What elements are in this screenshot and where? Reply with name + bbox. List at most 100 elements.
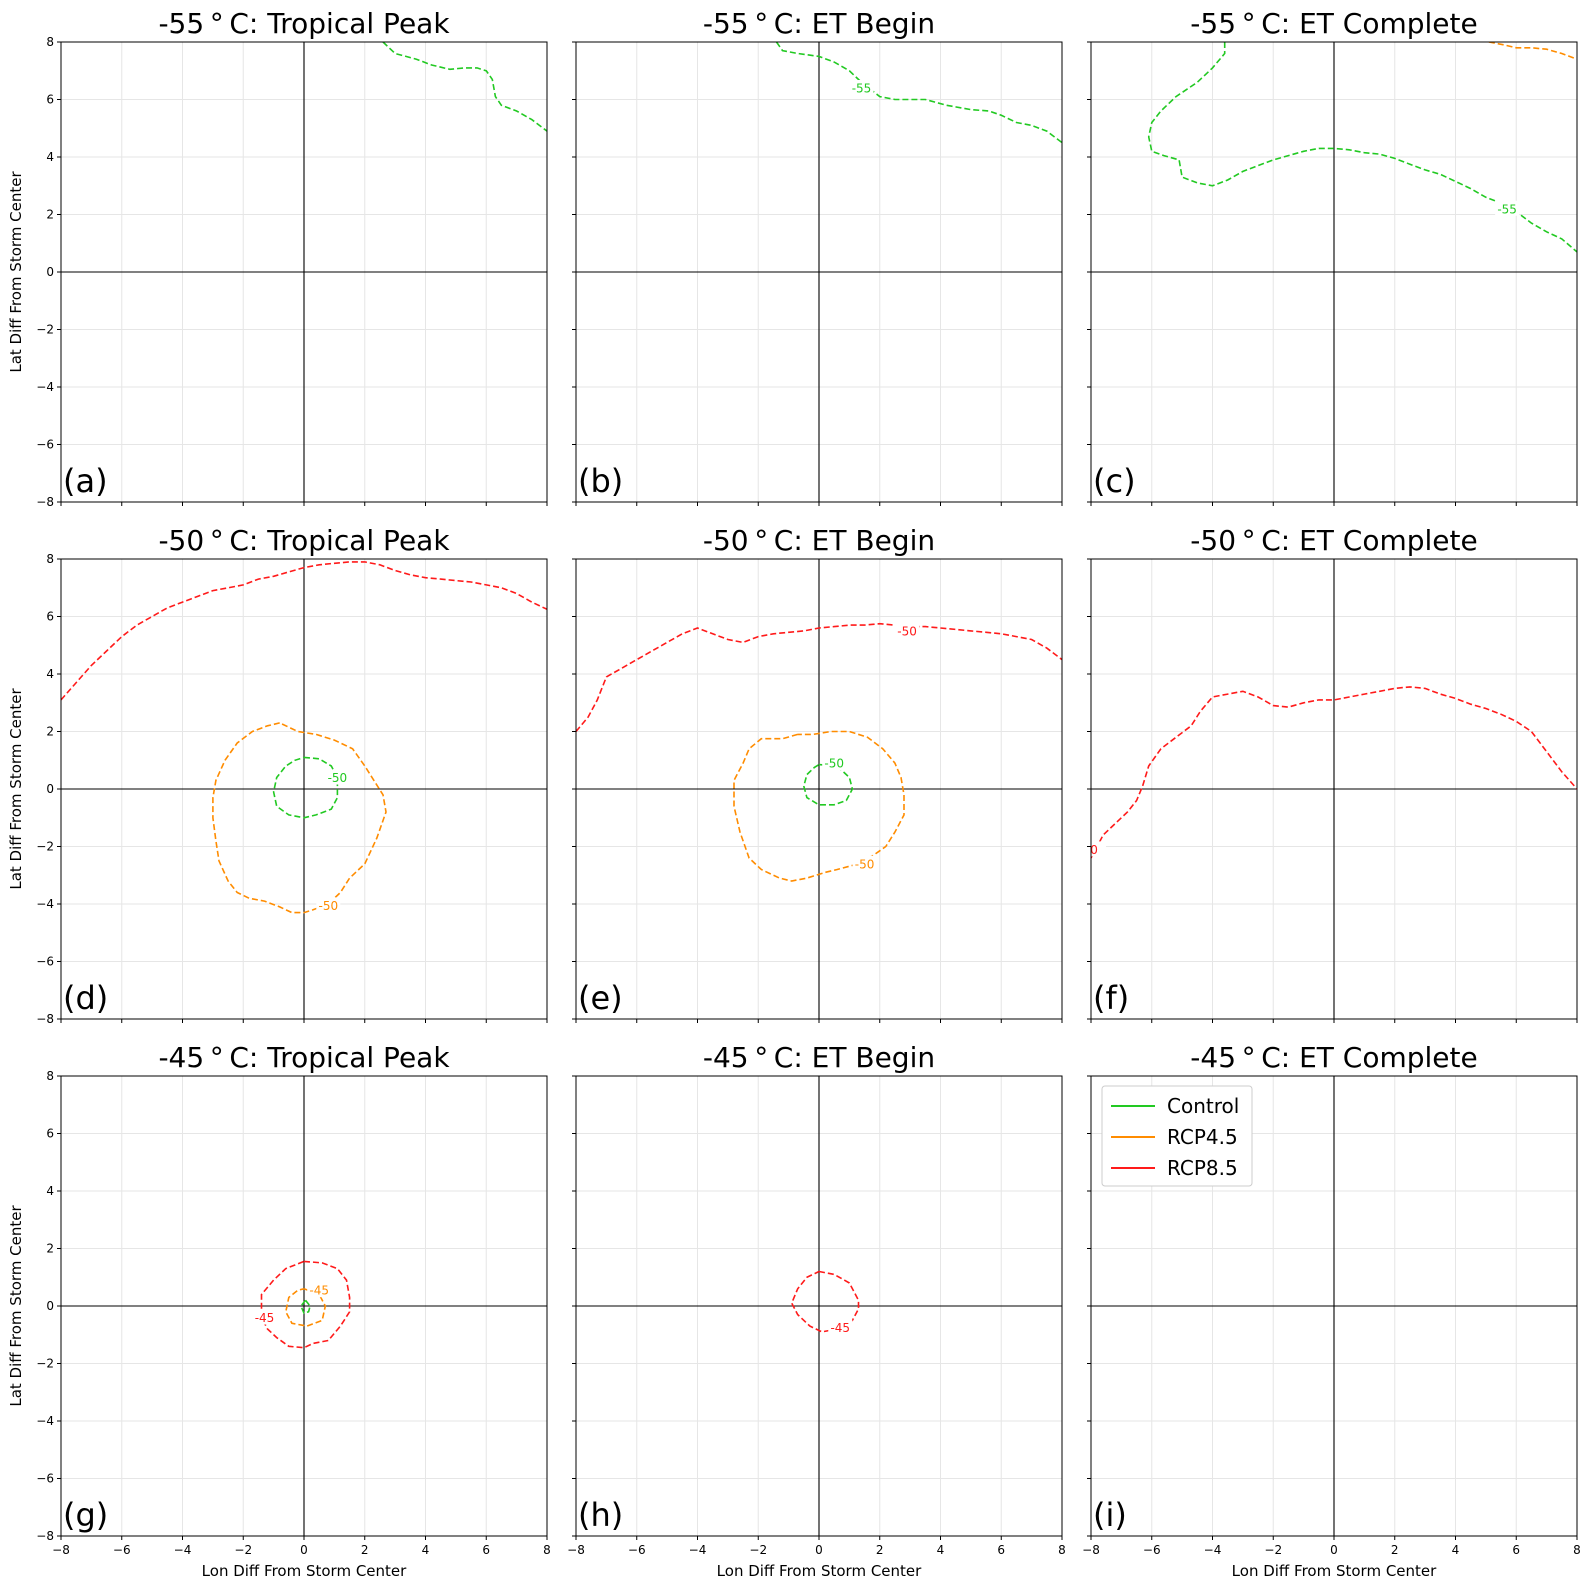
panel-letter: (e): [578, 979, 623, 1017]
x-tick-label: −4: [1204, 1543, 1222, 1557]
contour-control-m55: [1147, 42, 1577, 253]
legend-box: [1101, 1085, 1253, 1187]
y-tick-label: −4: [36, 1414, 54, 1428]
contour-rcp45-m50: [733, 730, 905, 882]
y-tick-label: −6: [36, 955, 54, 969]
y-tick-label: 4: [46, 150, 54, 164]
y-tick-label: 6: [46, 610, 54, 624]
contour-layer: [382, 42, 547, 132]
panel-letter: (g): [63, 1496, 108, 1534]
contour-label-bg: [895, 622, 920, 638]
x-tick-label: −2: [1264, 1543, 1282, 1557]
contour-layer: -45: [790, 1270, 860, 1335]
panel-a: 8 6 4 2 0 −2 −4 −6 −8 -55 ° C: Tropical Peak (a) La…: [7, 7, 548, 509]
y-tick-label: −8: [36, 1012, 54, 1026]
contour-label-bg: [849, 80, 874, 95]
panel-i: −8 −6 −4 −2 0 2 4 6 8 -45 ° C: ET Complete (i) Lon …: [1082, 1041, 1581, 1580]
x-tick-label: 8: [1573, 1543, 1581, 1557]
panel-g: -45 -45 −8 8 −6 6 −4 4 −2 2 0 0 2 −2 4 −4 6 −6 8 −8 -45 ° C:…: [7, 1041, 551, 1580]
y-tick-label: 0: [46, 782, 54, 796]
contour-control-m45: [300, 1299, 311, 1315]
contour-layer: -50 -50: [61, 561, 547, 914]
panel-title: -45 ° C: ET Begin: [703, 1041, 935, 1074]
x-tick-label: 4: [422, 1543, 430, 1557]
panel-letter: (h): [578, 1496, 623, 1534]
panel-d: -50 -50 8 6 4 2 0 −2 −4 −6 −8 -50 ° C: Tropical Pea…: [7, 524, 548, 1026]
x-tick-label: −4: [689, 1543, 707, 1557]
x-tick-label: 6: [997, 1543, 1005, 1557]
x-tick-label: 6: [482, 1543, 490, 1557]
x-tick-label: −8: [567, 1543, 585, 1557]
x-tick-label: 8: [543, 1543, 551, 1557]
contour-layer: -50 -50 -50: [576, 622, 1062, 882]
contour-label: -50: [824, 757, 844, 771]
contour-label: -50: [318, 899, 338, 913]
panel-letter: (i): [1093, 1496, 1127, 1534]
x-tick-label: −6: [1143, 1543, 1161, 1557]
x-axis-label: Lon Diff From Storm Center: [202, 1562, 407, 1580]
x-tick-label: 2: [361, 1543, 369, 1557]
contour-label: -55: [852, 82, 872, 96]
y-axis-label: Lat Diff From Storm Center: [7, 688, 25, 890]
y-tick-label: −6: [36, 438, 54, 452]
y-tick-label: 4: [46, 667, 54, 681]
panel-letter: (b): [578, 462, 623, 500]
contour-label: -45: [255, 1311, 275, 1325]
y-tick-label: −2: [36, 1357, 54, 1371]
x-tick-label: 0: [1330, 1543, 1338, 1557]
panel-h: -45 −8 −6 −4 −2 0 2 4 6 8 -45 ° C: ET Begin (h) Lon …: [567, 1041, 1066, 1580]
panel-title: -45 ° C: Tropical Peak: [158, 1041, 450, 1074]
contour-label-bg: [1091, 841, 1107, 857]
contour-label: -50: [328, 771, 348, 785]
y-tick-label: 8: [46, 552, 54, 566]
panel-c: -55 -55 ° C: ET Complete (c): [1087, 7, 1578, 506]
x-tick-label: −8: [1082, 1543, 1100, 1557]
panel-title: -50 ° C: ET Complete: [1190, 524, 1477, 557]
y-tick-label: −8: [36, 1529, 54, 1543]
x-tick-label: 0: [300, 1543, 308, 1557]
contour-control-m55: [775, 42, 1062, 144]
contour-layer: -55: [775, 42, 1062, 144]
contour-label-bg: [307, 1282, 332, 1298]
y-tick-label: −2: [36, 323, 54, 337]
x-tick-label: −4: [174, 1543, 192, 1557]
panel-title: -55 ° C: ET Complete: [1190, 7, 1477, 40]
y-tick-label: 6: [46, 93, 54, 107]
y-axis-label: Lat Diff From Storm Center: [7, 1205, 25, 1407]
y-tick-label: −6: [36, 1472, 54, 1486]
x-tick-label: −8: [52, 1543, 70, 1557]
contour-rcp85-m50: [576, 622, 1062, 733]
contour-rcp45-m55: [1488, 42, 1577, 60]
contour-label-bg: [852, 855, 877, 871]
contour-label-bg: [316, 897, 341, 913]
contour-label-bg: [822, 755, 847, 771]
y-tick-label: 8: [46, 1069, 54, 1083]
contour-control-m55: [382, 42, 547, 132]
legend-label: Control: [1167, 1094, 1239, 1118]
y-tick-label: −4: [36, 380, 54, 394]
contour-label: -50: [855, 857, 875, 871]
contour-control-m50: [802, 763, 854, 806]
contour-layer: -45 -45: [252, 1260, 351, 1349]
y-tick-label: 8: [46, 35, 54, 49]
contour-label: -50: [897, 624, 917, 638]
panel-letter: (a): [63, 462, 108, 500]
contour-label: 0: [1090, 843, 1098, 857]
y-tick-label: 2: [46, 208, 54, 222]
y-tick-label: 2: [46, 1242, 54, 1256]
y-tick-label: −2: [36, 840, 54, 854]
panel-title: -50 ° C: ET Begin: [703, 524, 935, 557]
y-tick-label: −8: [36, 495, 54, 509]
contour-label-bg: [252, 1309, 277, 1325]
contour-label-bg: [1495, 200, 1520, 216]
panel-title: -55 ° C: Tropical Peak: [158, 7, 450, 40]
contour-control-m50: [272, 756, 339, 819]
x-tick-label: 8: [1058, 1543, 1066, 1557]
y-tick-label: 4: [46, 1184, 54, 1198]
x-tick-label: −6: [113, 1543, 131, 1557]
contour-label-bg: [325, 769, 350, 785]
y-axis-label: Lat Diff From Storm Center: [7, 171, 25, 373]
contour-rcp85-m50: [61, 561, 547, 701]
contour-label-bg: [828, 1319, 853, 1335]
